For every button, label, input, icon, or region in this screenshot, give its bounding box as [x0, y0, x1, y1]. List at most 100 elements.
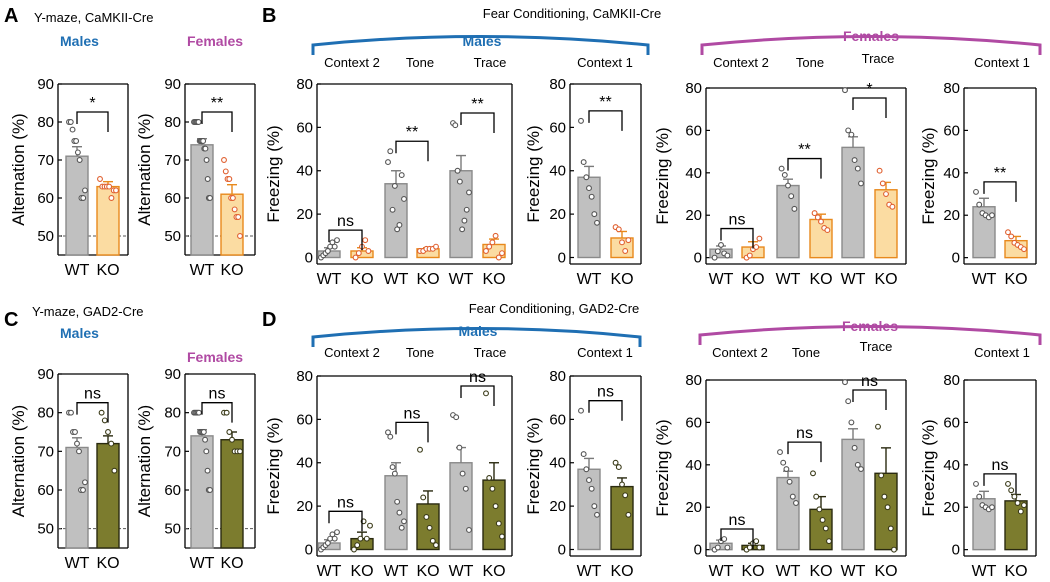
data-point — [1005, 229, 1011, 236]
significance-bracket — [983, 181, 1017, 202]
data-point — [989, 504, 995, 511]
bar-wt — [776, 476, 800, 551]
data-point — [973, 480, 979, 487]
y-axis-label: Freezing (%) — [264, 125, 283, 222]
y-axis-label: Freezing (%) — [919, 419, 938, 516]
significance-bracket — [201, 111, 233, 132]
x-tick-label: WT — [841, 563, 866, 580]
section-title-ymaze-gad: Y-maze, GAD2-Cre — [32, 304, 144, 319]
data-point — [714, 544, 721, 551]
significance-bracket — [328, 510, 363, 532]
data-point — [82, 187, 88, 194]
y-tick-label: 0 — [952, 542, 960, 559]
significance-label: ns — [337, 213, 354, 230]
data-point — [973, 188, 979, 195]
data-point — [108, 440, 115, 447]
data-point — [492, 232, 499, 239]
data-point — [76, 157, 83, 163]
x-tick-label: KO — [350, 563, 373, 580]
data-point — [486, 243, 493, 250]
x-tick-label: KO — [1004, 271, 1027, 288]
data-point — [499, 533, 505, 540]
data-point — [235, 214, 242, 220]
y-tick-label: 40 — [943, 457, 960, 474]
data-point — [391, 470, 398, 477]
data-point — [398, 172, 405, 179]
data-point — [459, 226, 466, 233]
data-point — [462, 485, 469, 492]
data-point — [334, 529, 340, 536]
x-tick-label: KO — [809, 563, 832, 580]
data-point — [591, 211, 598, 218]
significance-label: ns — [796, 425, 813, 442]
data-point — [816, 506, 823, 513]
data-point — [106, 183, 113, 190]
data-point — [791, 205, 798, 212]
data-point — [1021, 502, 1027, 509]
x-tick-label: KO — [809, 271, 832, 288]
data-point — [786, 478, 793, 485]
y-tick-label: 80 — [296, 76, 313, 93]
y-tick-label: 40 — [685, 165, 702, 182]
y-tick-label: 40 — [296, 455, 313, 472]
x-tick-label: WT — [577, 271, 602, 288]
data-point — [883, 191, 889, 197]
x-tick-label: KO — [416, 271, 439, 288]
data-point — [724, 544, 731, 551]
data-point — [976, 201, 983, 208]
group-label-context1-D-females: Context 1 — [974, 345, 1030, 360]
y-tick-label: 0 — [694, 542, 702, 559]
data-point — [97, 176, 103, 182]
y-tick-label: 70 — [37, 152, 54, 169]
significance-label: ** — [406, 124, 418, 141]
data-point — [778, 165, 785, 172]
data-point — [433, 243, 439, 250]
group-label-trace-D-males: Trace — [474, 345, 507, 360]
significance-label: ns — [729, 212, 746, 229]
group-label-context1-B-females: Context 1 — [974, 55, 1030, 70]
data-point — [615, 226, 622, 233]
males-bracket-B — [311, 35, 650, 55]
data-point — [777, 449, 783, 456]
significance-bracket — [460, 385, 495, 406]
y-tick-label: 90 — [164, 366, 181, 383]
panel-letter-C: C — [4, 309, 18, 331]
significance-label: ns — [992, 457, 1009, 474]
y-tick-label: 50 — [37, 521, 54, 538]
data-point — [848, 131, 855, 138]
data-point — [237, 233, 243, 239]
x-tick-label: KO — [482, 271, 505, 288]
significance-label: ns — [337, 494, 354, 511]
y-axis-label: Freezing (%) — [919, 127, 938, 224]
group-label-context2-D-females: Context 2 — [712, 345, 768, 360]
significance-bracket — [852, 97, 887, 118]
data-point — [398, 524, 405, 531]
data-point — [845, 127, 852, 134]
data-point — [204, 176, 211, 182]
data-point — [461, 217, 468, 224]
y-tick-label: 60 — [164, 482, 181, 499]
y-axis-label: Alternation (%) — [9, 113, 28, 225]
bar-ko — [96, 442, 120, 549]
data-point — [822, 525, 829, 532]
data-point — [98, 409, 105, 416]
data-point — [889, 203, 896, 210]
y-tick-label: 50 — [164, 228, 181, 245]
data-point — [351, 546, 357, 553]
data-point — [756, 235, 763, 242]
females-bracket-D — [698, 325, 1042, 345]
chart-D-males-ctx1: 0 20 40 60 80 Freezing (%) WT KO ns — [524, 368, 642, 580]
y-tick-label: 40 — [549, 163, 566, 180]
data-point — [1011, 493, 1018, 500]
significance-bracket — [588, 110, 623, 131]
data-point — [756, 544, 763, 551]
data-point — [1008, 233, 1015, 240]
y-tick-label: 50 — [37, 228, 54, 245]
data-point — [594, 219, 600, 226]
chart-D-females-ctx1: 0 20 40 60 80 Freezing (%) WT KO ns — [919, 372, 1037, 580]
data-point — [781, 171, 788, 178]
data-point — [714, 248, 721, 255]
significance-label: ns — [597, 384, 614, 401]
data-point — [101, 417, 108, 424]
data-point — [357, 535, 364, 542]
